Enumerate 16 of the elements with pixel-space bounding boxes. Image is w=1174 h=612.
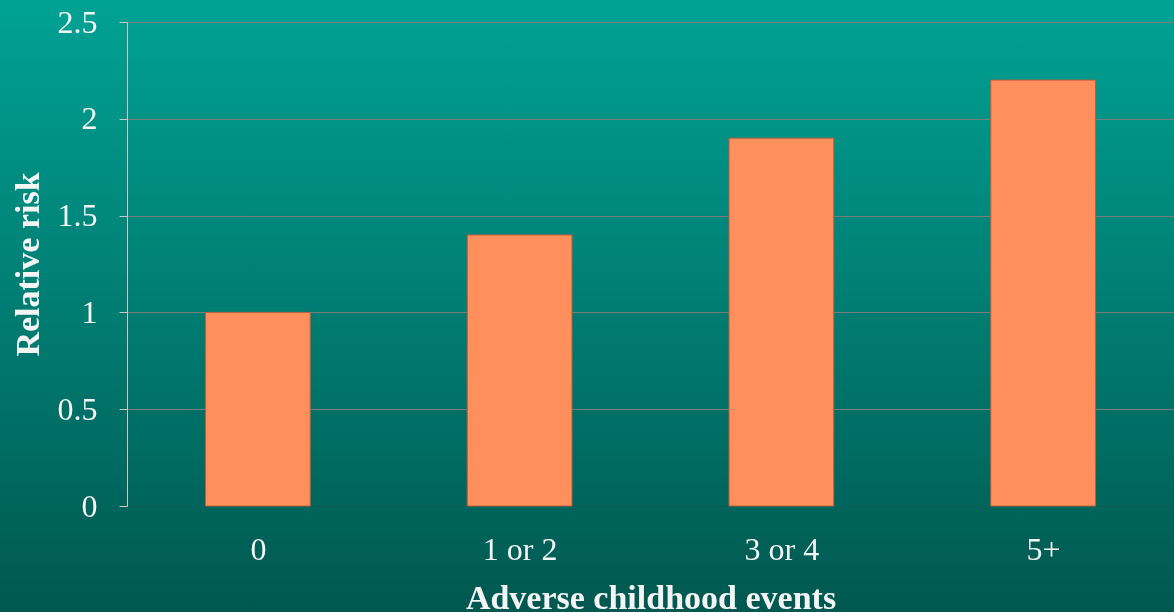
bar bbox=[728, 137, 835, 507]
bar bbox=[466, 234, 573, 507]
bar bbox=[205, 311, 311, 507]
y-axis-title: Relative risk bbox=[8, 172, 46, 357]
y-tick-label: 0.5 bbox=[57, 390, 98, 427]
x-tick-label: 0 bbox=[250, 530, 267, 567]
y-tick-label: 1.5 bbox=[57, 197, 98, 234]
x-tick-label: 3 or 4 bbox=[744, 530, 820, 567]
y-tick-label: 2.5 bbox=[57, 3, 98, 40]
y-tick-label: 2 bbox=[81, 100, 98, 137]
x-tick-label: 5+ bbox=[1026, 530, 1061, 567]
bar bbox=[990, 79, 1096, 507]
x-axis-title: Adverse childhood events bbox=[465, 578, 837, 612]
x-tick-label: 1 or 2 bbox=[482, 530, 558, 567]
y-tick-label: 0 bbox=[81, 487, 98, 524]
y-tick-label: 1 bbox=[81, 293, 98, 330]
